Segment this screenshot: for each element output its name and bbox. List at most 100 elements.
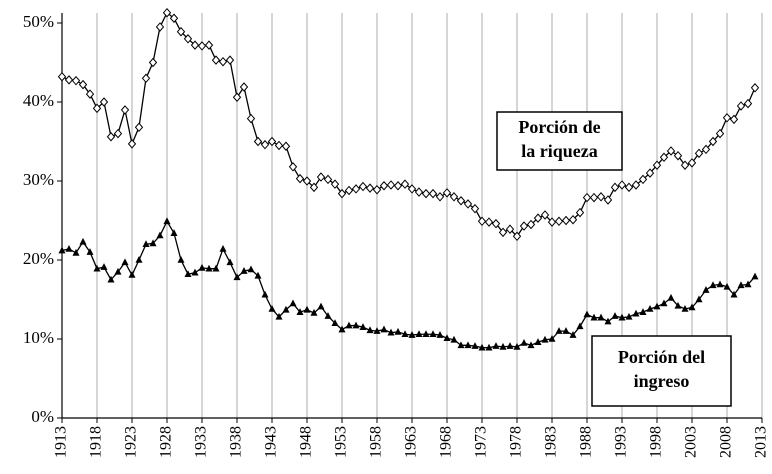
x-tick-label: 1928: [158, 426, 175, 458]
point: [631, 180, 641, 190]
x-tick-label: 1968: [438, 426, 455, 458]
point: [71, 75, 81, 86]
x-tick-label: 1923: [123, 426, 140, 458]
point: [470, 203, 480, 214]
x-tick-label: 1913: [53, 426, 70, 458]
point: [750, 83, 760, 93]
point: [659, 152, 669, 163]
series-line: [61, 11, 756, 238]
x-tick-label: 1978: [508, 426, 525, 458]
point: [645, 168, 655, 178]
point: [743, 98, 753, 109]
point: [519, 221, 529, 231]
point: [232, 92, 242, 103]
point: [387, 328, 395, 336]
point: [477, 216, 487, 227]
point: [415, 330, 423, 338]
point: [534, 338, 542, 345]
point: [393, 180, 403, 191]
point: [373, 327, 381, 334]
point: [576, 322, 584, 330]
point: [506, 342, 514, 349]
point: [338, 325, 346, 333]
point: [190, 40, 200, 50]
point: [337, 188, 347, 199]
point: [428, 188, 438, 199]
point: [366, 326, 374, 334]
point: [484, 217, 494, 227]
point: [667, 293, 675, 301]
point: [736, 101, 746, 111]
x-tick-label: 1953: [333, 426, 350, 458]
point: [730, 290, 738, 298]
point: [211, 55, 221, 65]
point: [401, 330, 409, 338]
point: [275, 312, 283, 320]
point: [233, 273, 241, 281]
point: [120, 105, 130, 115]
point: [429, 330, 437, 338]
point: [681, 304, 689, 312]
x-tick-label: 2003: [683, 426, 700, 458]
x-tick-label: 1993: [613, 426, 630, 458]
point: [674, 301, 682, 309]
point: [324, 312, 332, 319]
point: [715, 128, 725, 139]
y-tick-label: 40%: [23, 91, 54, 110]
point: [590, 313, 598, 321]
point: [492, 342, 500, 349]
point: [268, 304, 276, 312]
point: [638, 174, 648, 185]
point: [695, 295, 703, 303]
point: [170, 229, 178, 236]
point: [547, 217, 557, 227]
annotation-box: [591, 335, 732, 407]
point: [716, 280, 724, 288]
point: [316, 172, 326, 182]
point: [65, 244, 73, 252]
point: [548, 335, 556, 342]
point: [100, 263, 108, 270]
point: [582, 192, 592, 203]
point: [128, 271, 136, 278]
point: [722, 113, 732, 123]
point: [687, 158, 697, 168]
point: [296, 308, 304, 315]
point: [288, 162, 298, 172]
point: [72, 248, 80, 256]
point: [513, 342, 521, 350]
point: [533, 213, 543, 223]
y-tick-label: 50%: [23, 12, 54, 31]
point: [246, 113, 256, 124]
point: [191, 268, 199, 276]
point: [603, 195, 613, 205]
point: [107, 275, 115, 283]
point: [281, 141, 291, 151]
point: [666, 146, 676, 156]
point: [400, 179, 410, 189]
annotation-text: ingreso: [634, 371, 690, 391]
point: [456, 195, 466, 206]
x-tick-label: 1943: [263, 426, 280, 458]
point: [701, 144, 711, 155]
point: [632, 309, 640, 317]
point: [442, 188, 452, 198]
point: [323, 174, 333, 185]
point: [79, 237, 87, 245]
x-tick-label: 1983: [543, 426, 560, 458]
y-tick-label: 30%: [23, 170, 54, 189]
point: [688, 303, 696, 311]
series-line: [61, 219, 756, 349]
point: [471, 342, 479, 349]
point: [247, 265, 255, 273]
x-tick-label: 1963: [403, 426, 420, 458]
point: [512, 231, 522, 242]
point: [163, 217, 171, 225]
point: [106, 132, 116, 142]
point: [142, 240, 150, 247]
point: [660, 299, 668, 307]
point: [310, 308, 318, 316]
point: [457, 341, 465, 349]
point: [226, 258, 234, 266]
point: [359, 323, 367, 330]
